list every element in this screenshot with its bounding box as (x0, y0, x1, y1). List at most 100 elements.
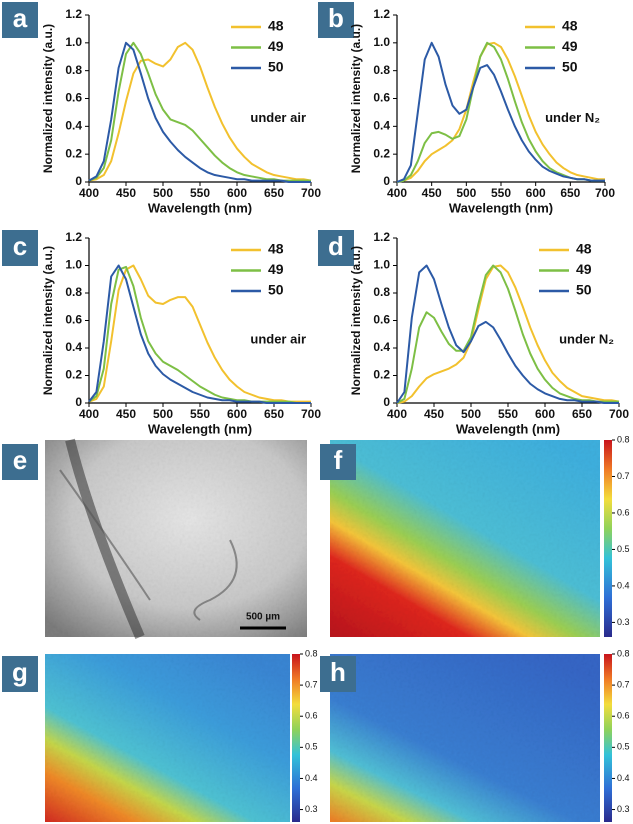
x-tick-label: 550 (498, 407, 518, 421)
scale-bar-label: 500 µm (246, 612, 280, 623)
colorbar-tick-label: 0.3 (617, 617, 630, 627)
x-tick-label: 400 (79, 186, 99, 200)
series-line (88, 265, 311, 404)
y-tick-label: 0.8 (373, 63, 390, 77)
micrograph: 500 µm (45, 438, 307, 639)
y-axis-title: Normalized intensity (a.u.) (41, 24, 55, 173)
y-tick-label: 1.0 (373, 35, 390, 49)
legend-label: 48 (268, 18, 284, 34)
x-tick-label: 550 (190, 186, 210, 200)
legend-label: 50 (268, 59, 284, 75)
annotation: under air (250, 110, 306, 125)
panel-badges: a b c d e f g h (2, 2, 356, 692)
colorbar-tick-label: 0.7 (617, 679, 630, 689)
heatmap (330, 654, 600, 822)
y-axis-title: Normalized intensity (a.u.) (41, 246, 55, 395)
y-tick-label: 0.4 (373, 340, 390, 354)
series-line (88, 41, 311, 182)
legend-label: 49 (576, 261, 592, 277)
series-line (396, 264, 620, 404)
x-tick-label: 500 (456, 186, 476, 200)
x-tick-label: 500 (461, 407, 481, 421)
panel-label: b (328, 3, 344, 33)
x-tick-label: 500 (153, 186, 173, 200)
colorbar-tick-label: 0.6 (617, 711, 630, 721)
x-tick-label: 700 (595, 186, 615, 200)
x-tick-label: 550 (190, 407, 210, 421)
series-line (396, 264, 619, 404)
colorbar-tick-label: 0.8 (617, 434, 630, 444)
colorbar-tick-label: 0.3 (305, 804, 318, 814)
colorbar-tick-label: 0.7 (617, 471, 630, 481)
legend-label: 50 (576, 282, 592, 298)
x-tick-label: 650 (560, 186, 580, 200)
series-line (88, 41, 312, 182)
y-tick-label: 0 (75, 395, 82, 409)
panel-label: d (328, 231, 344, 261)
annotation: under N₂ (559, 332, 614, 347)
x-axis-title: Wavelength (nm) (148, 421, 252, 436)
colorbar-tick-label: 0.4 (305, 773, 318, 783)
x-tick-label: 600 (535, 407, 555, 421)
colorbar-tick-label: 0.4 (617, 580, 630, 590)
panel-label: a (13, 3, 28, 33)
x-axis-title: Wavelength (nm) (456, 421, 560, 436)
y-tick-label: 0 (383, 395, 390, 409)
y-tick-label: 0.4 (373, 119, 390, 133)
x-axis-title: Wavelength (nm) (148, 200, 252, 215)
panel-label: g (12, 657, 28, 687)
legend-label: 50 (562, 59, 578, 75)
series-line (396, 41, 605, 183)
panel-label: f (334, 445, 343, 475)
annotation: under air (250, 332, 306, 347)
colorbar-tick-label: 0.5 (617, 742, 630, 752)
y-axis-title: Normalized intensity (a.u.) (349, 246, 363, 395)
series-line (396, 41, 605, 183)
y-tick-label: 0.8 (65, 63, 82, 77)
legend-label: 48 (562, 18, 578, 34)
y-tick-label: 1.2 (65, 7, 82, 21)
legend-label: 48 (576, 241, 592, 257)
y-tick-label: 1.0 (373, 258, 390, 272)
y-tick-label: 0 (75, 174, 82, 188)
panel-label: h (330, 657, 346, 687)
y-tick-label: 0.4 (65, 119, 82, 133)
y-tick-label: 0.4 (65, 340, 82, 354)
x-tick-label: 650 (264, 407, 284, 421)
x-tick-label: 600 (526, 186, 546, 200)
legend-label: 48 (268, 241, 284, 257)
colorbar-tick-label: 0.3 (617, 804, 630, 814)
y-axis-title: Normalized intensity (a.u.) (349, 24, 363, 173)
colorbar-tick-label: 0.5 (617, 544, 630, 554)
colorbar-tick-label: 0.6 (617, 507, 630, 517)
x-tick-label: 450 (422, 186, 442, 200)
annotation: under N₂ (545, 110, 600, 125)
x-axis-title: Wavelength (nm) (449, 200, 553, 215)
series-line (88, 264, 311, 404)
y-tick-label: 0.8 (65, 285, 82, 299)
colorbar-tick-label: 0.8 (617, 648, 630, 658)
colorbar (604, 654, 612, 822)
colorbar-tick-label: 0.4 (617, 773, 630, 783)
colorbar-tick-label: 0.7 (305, 679, 318, 689)
series-line (396, 264, 619, 404)
colorbar (604, 440, 612, 637)
y-tick-label: 0.2 (65, 146, 82, 160)
x-tick-label: 600 (227, 407, 247, 421)
y-tick-label: 1.2 (373, 230, 390, 244)
y-tick-label: 1.2 (65, 230, 82, 244)
x-tick-label: 550 (491, 186, 511, 200)
series-line (88, 41, 311, 183)
y-tick-label: 0.2 (373, 146, 390, 160)
y-tick-label: 0.2 (373, 368, 390, 382)
y-tick-label: 0.6 (373, 91, 390, 105)
x-tick-label: 400 (387, 186, 407, 200)
x-tick-label: 700 (301, 186, 321, 200)
y-tick-label: 0.6 (65, 313, 82, 327)
x-tick-label: 650 (572, 407, 592, 421)
y-tick-label: 1.0 (65, 258, 82, 272)
x-tick-label: 400 (79, 407, 99, 421)
y-tick-label: 1.2 (373, 7, 390, 21)
